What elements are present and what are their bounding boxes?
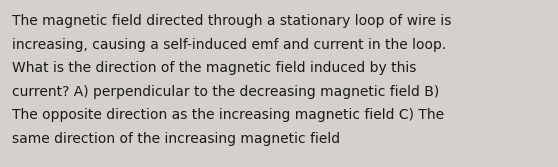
Text: The magnetic field directed through a stationary loop of wire is: The magnetic field directed through a st… bbox=[12, 14, 451, 28]
Text: What is the direction of the magnetic field induced by this: What is the direction of the magnetic fi… bbox=[12, 61, 417, 75]
Text: same direction of the increasing magnetic field: same direction of the increasing magneti… bbox=[12, 131, 340, 145]
Text: increasing, causing a self-induced emf and current in the loop.: increasing, causing a self-induced emf a… bbox=[12, 38, 446, 51]
Text: The opposite direction as the increasing magnetic field C) The: The opposite direction as the increasing… bbox=[12, 108, 444, 122]
Text: current? A) perpendicular to the decreasing magnetic field B): current? A) perpendicular to the decreas… bbox=[12, 85, 440, 99]
